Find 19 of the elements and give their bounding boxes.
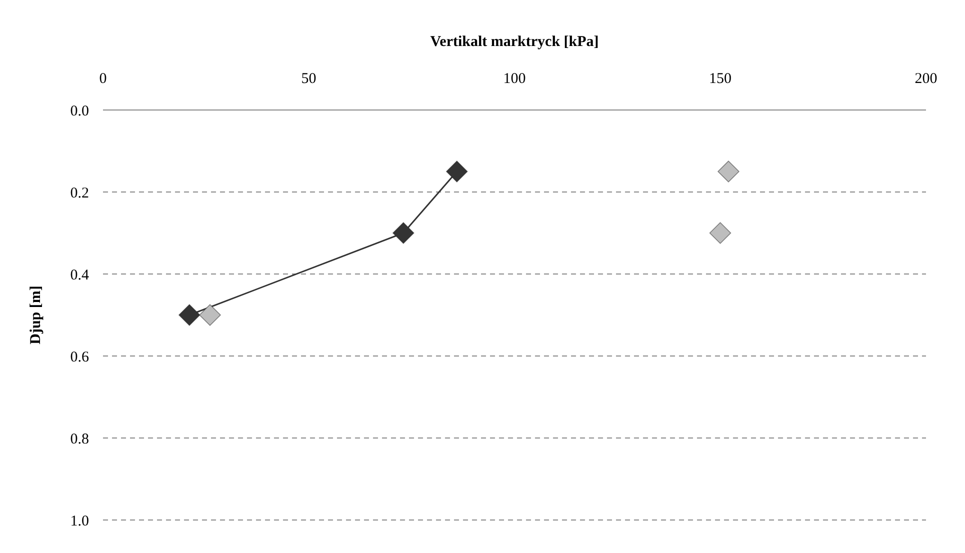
x-tick-label: 200 [914,71,938,87]
y-tick-label: 1.0 [70,513,89,530]
y-axis-title: Djup [m] [28,286,44,344]
x-tick-label: 0 [99,71,107,87]
point [392,222,414,244]
y-tick-label: 0.6 [70,349,90,366]
x-axis-title: Vertikalt marktryck [kPa] [430,34,599,50]
y-tick-label: 0.8 [70,431,89,448]
point [199,304,221,326]
x-tick-label: 50 [301,71,316,87]
y-tick-label: 0.0 [70,103,89,120]
point [446,160,468,182]
y-tick-label: 0.2 [70,185,89,202]
x-tick-label: 100 [503,71,526,87]
point [718,160,740,182]
point [709,222,732,244]
point [178,304,200,326]
y-tick-label: 0.4 [70,267,90,284]
x-tick-label: 150 [709,71,732,87]
